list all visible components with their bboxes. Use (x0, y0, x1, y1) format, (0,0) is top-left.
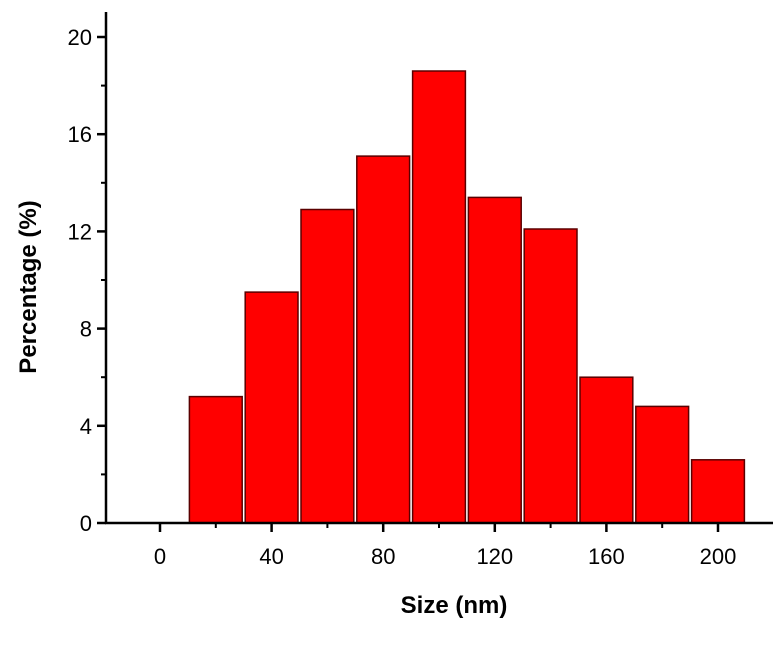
x-tick-label: 0 (154, 544, 166, 569)
bar-8 (579, 376, 634, 524)
bar-5 (411, 70, 467, 524)
bar-10 (690, 459, 746, 524)
x-tick-label: 120 (476, 544, 513, 569)
bar-9 (635, 405, 690, 524)
bar-3 (300, 208, 355, 524)
y-tick-label: 4 (80, 414, 92, 439)
y-tick-label: 16 (68, 122, 92, 147)
bar-2 (244, 291, 299, 524)
x-axis-title: Size (nm) (401, 592, 508, 619)
x-tick-label: 40 (259, 544, 283, 569)
x-tick-label: 200 (700, 544, 737, 569)
bar-1 (188, 395, 243, 524)
x-tick-label: 160 (588, 544, 625, 569)
x-tick-label: 80 (371, 544, 395, 569)
bar-6 (467, 196, 522, 524)
y-tick-label: 0 (80, 511, 92, 536)
y-axis-title: Percentage (%) (15, 200, 42, 373)
y-tick-label: 12 (68, 219, 92, 244)
y-tick-label: 20 (68, 25, 92, 50)
bar-7 (523, 228, 578, 524)
y-tick-label: 8 (80, 317, 92, 342)
bars-layer (188, 70, 746, 524)
bar-4 (356, 155, 411, 524)
